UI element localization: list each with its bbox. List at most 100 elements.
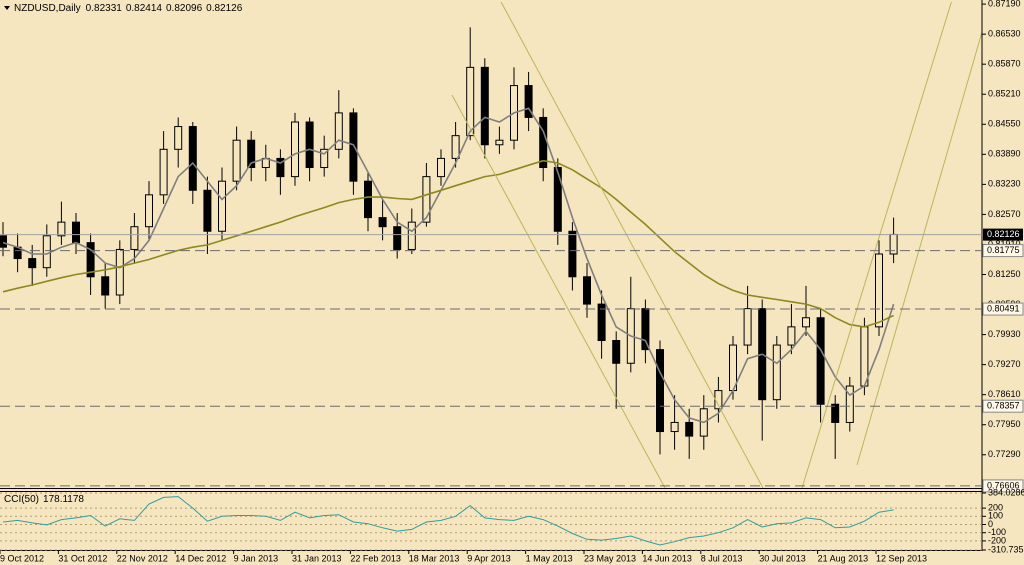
- x-tick-label: 9 Jan 2013: [234, 553, 279, 563]
- candle-body: [393, 226, 402, 250]
- candle-body: [188, 126, 197, 191]
- candle-body: [159, 148, 168, 196]
- x-tick-label: 14 Jun 2013: [642, 553, 692, 563]
- candle-body: [772, 344, 781, 401]
- x-tick-label: 23 May 2013: [584, 553, 636, 563]
- x-tick-label: 9 Oct 2012: [0, 553, 44, 563]
- x-tick-label: 18 Mar 2013: [409, 553, 460, 563]
- candle-body: [495, 139, 504, 146]
- y-tick-label: -100: [988, 527, 1006, 537]
- current-price-label: 0.82126: [987, 229, 1020, 239]
- moving-average: [2, 159, 894, 328]
- indicator-line: [2, 496, 894, 546]
- x-tick-label: 9 Apr 2013: [467, 553, 511, 563]
- indicator-value: 178.1178: [43, 494, 84, 505]
- candle-body: [145, 194, 153, 228]
- y-tick-label: 0.85210: [988, 89, 1021, 99]
- candle-body: [553, 167, 562, 232]
- header-arrow: [4, 6, 10, 10]
- indicator-name: CCI(50): [4, 494, 39, 505]
- x-tick-label: 8 Jul 2013: [701, 553, 743, 563]
- candle-body: [422, 176, 431, 223]
- y-tick-label: 0.82570: [988, 209, 1021, 219]
- candle-body: [42, 235, 51, 269]
- candle-body: [130, 226, 139, 250]
- x-tick-label: 14 Dec 2012: [175, 553, 226, 563]
- low: 0.82096: [166, 3, 203, 14]
- candle-body: [787, 326, 796, 346]
- candle-body: [232, 139, 241, 182]
- x-tick-label: 31 Oct 2012: [58, 553, 107, 563]
- candle-body: [466, 66, 475, 137]
- trend-line: [499, 0, 764, 489]
- y-tick-label: 0.79270: [988, 359, 1021, 369]
- top-strip: [0, 0, 982, 2]
- x-tick-label: 22 Feb 2013: [350, 553, 401, 563]
- candle-body: [875, 253, 883, 328]
- current-price-box: [983, 228, 1023, 241]
- level-label-box: [982, 302, 1024, 316]
- candle-body: [101, 276, 110, 296]
- level-label-box: [982, 479, 1024, 493]
- y-tick-label: 0.78610: [988, 389, 1021, 399]
- level-label-box: [982, 244, 1024, 258]
- candle-body: [291, 121, 299, 178]
- candle-body: [334, 112, 343, 150]
- candle-body: [437, 157, 445, 178]
- y-tick-label: 100: [988, 511, 1003, 521]
- candle-body: [28, 258, 37, 269]
- x-tick-label: 21 Aug 2013: [818, 553, 869, 563]
- candle-body: [407, 221, 416, 250]
- candle-body: [656, 349, 664, 433]
- trend-line: [856, 31, 983, 466]
- candle-body: [860, 326, 869, 387]
- candle-body: [86, 242, 95, 278]
- trend-line: [451, 94, 666, 489]
- candle-body: [597, 303, 606, 342]
- candle-body: [364, 180, 372, 219]
- candle-body: [203, 189, 212, 232]
- candle-body: [72, 221, 80, 244]
- candle-body: [831, 403, 840, 423]
- candle-body: [349, 112, 358, 182]
- x-tick-label: 1 May 2013: [526, 553, 573, 563]
- y-tick-label: 0.83230: [988, 179, 1021, 189]
- candle-body: [247, 139, 256, 169]
- candle-body: [115, 248, 124, 296]
- x-tick-label: 12 Sep 2013: [876, 553, 927, 563]
- x-tick-label: 31 Jan 2013: [292, 553, 342, 563]
- high: 0.82414: [126, 3, 163, 14]
- chart-header: NZDUSD,Daily 0.82331 0.82414 0.82096 0.82126: [14, 3, 243, 14]
- symbol: NZDUSD,Daily: [14, 3, 81, 14]
- y-tick-label: 0: [988, 519, 993, 529]
- candle-body: [845, 385, 854, 423]
- y-tick-label: 0.83890: [988, 149, 1021, 159]
- candle-body: [276, 157, 285, 178]
- candle-body: [743, 308, 752, 346]
- candle-body: [320, 148, 329, 169]
- y-tick-label: 0.87190: [988, 0, 1021, 8]
- candle-body: [583, 276, 591, 305]
- x-tick-label: 30 Jul 2013: [759, 553, 806, 563]
- candle-body: [641, 308, 650, 351]
- candle-body: [0, 235, 7, 248]
- level-label: 0.81775: [987, 245, 1020, 255]
- candle-body: [378, 217, 387, 228]
- y-tick-label: 0.77290: [988, 449, 1021, 459]
- candle-body: [670, 421, 679, 433]
- candle-body: [816, 317, 825, 405]
- candle-body: [524, 85, 533, 118]
- level-label: 0.78357: [987, 401, 1020, 411]
- y-tick-label: 0.81250: [988, 269, 1021, 279]
- candle-body: [612, 340, 621, 364]
- close: 0.82126: [206, 3, 243, 14]
- y-tick-label: 0.86530: [988, 29, 1021, 39]
- y-tick-label: -310.7356: [988, 544, 1024, 554]
- y-tick-label: 0.85870: [988, 59, 1021, 69]
- candle-body: [802, 317, 810, 328]
- candle-body: [685, 421, 694, 437]
- y-tick-label: -200: [988, 535, 1006, 545]
